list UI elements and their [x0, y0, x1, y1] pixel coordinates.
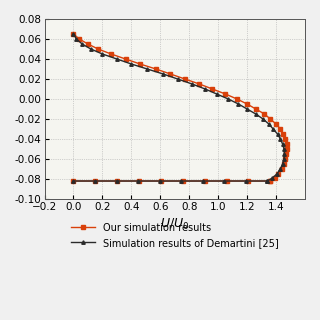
- Our simulation results: [124, 57, 127, 61]
- Simulation results of Demartini [25]: [278, 137, 282, 141]
- Our simulation results: [263, 112, 267, 116]
- Our simulation results: [183, 77, 187, 81]
- Simulation results of Demartini [25]: [281, 162, 284, 166]
- Simulation results of Demartini [25]: [93, 179, 97, 183]
- Our simulation results: [93, 179, 97, 183]
- Simulation results of Demartini [25]: [271, 127, 275, 131]
- Simulation results of Demartini [25]: [236, 102, 240, 106]
- Simulation results of Demartini [25]: [100, 52, 104, 56]
- Simulation results of Demartini [25]: [203, 87, 207, 91]
- Simulation results of Demartini [25]: [266, 179, 269, 183]
- Our simulation results: [273, 176, 276, 180]
- Simulation results of Demartini [25]: [226, 97, 230, 101]
- Simulation results of Demartini [25]: [75, 37, 78, 41]
- Line: Simulation results of Demartini [25]: Simulation results of Demartini [25]: [72, 32, 286, 183]
- Simulation results of Demartini [25]: [283, 152, 286, 156]
- Our simulation results: [276, 172, 280, 176]
- Our simulation results: [284, 152, 288, 156]
- Our simulation results: [280, 167, 284, 171]
- Our simulation results: [282, 162, 286, 166]
- Simulation results of Demartini [25]: [115, 179, 118, 183]
- Simulation results of Demartini [25]: [136, 179, 140, 183]
- Simulation results of Demartini [25]: [267, 122, 271, 126]
- Our simulation results: [268, 117, 272, 121]
- Simulation results of Demartini [25]: [222, 179, 226, 183]
- Our simulation results: [245, 102, 249, 106]
- Simulation results of Demartini [25]: [282, 157, 286, 161]
- Our simulation results: [137, 179, 141, 183]
- Our simulation results: [268, 179, 272, 183]
- Our simulation results: [254, 107, 258, 111]
- Our simulation results: [235, 97, 239, 101]
- Simulation results of Demartini [25]: [244, 179, 248, 183]
- Simulation results of Demartini [25]: [89, 47, 93, 51]
- Simulation results of Demartini [25]: [129, 62, 133, 66]
- Our simulation results: [284, 157, 287, 161]
- Our simulation results: [268, 179, 272, 183]
- Simulation results of Demartini [25]: [190, 82, 194, 86]
- Line: Our simulation results: Our simulation results: [72, 32, 289, 183]
- Our simulation results: [281, 132, 285, 136]
- Our simulation results: [197, 82, 201, 86]
- Simulation results of Demartini [25]: [161, 72, 165, 76]
- Simulation results of Demartini [25]: [201, 179, 205, 183]
- Simulation results of Demartini [25]: [158, 179, 162, 183]
- Simulation results of Demartini [25]: [245, 107, 249, 111]
- Our simulation results: [223, 92, 227, 96]
- Our simulation results: [96, 47, 100, 51]
- Simulation results of Demartini [25]: [72, 32, 76, 36]
- Our simulation results: [77, 37, 81, 41]
- Simulation results of Demartini [25]: [80, 42, 84, 46]
- X-axis label: $U/U_0$: $U/U_0$: [160, 217, 189, 232]
- Our simulation results: [285, 142, 289, 146]
- Simulation results of Demartini [25]: [276, 132, 279, 136]
- Simulation results of Demartini [25]: [254, 112, 258, 116]
- Legend: Our simulation results, Simulation results of Demartini [25]: Our simulation results, Simulation resul…: [67, 219, 283, 252]
- Simulation results of Demartini [25]: [145, 67, 149, 71]
- Our simulation results: [86, 42, 90, 46]
- Simulation results of Demartini [25]: [179, 179, 183, 183]
- Our simulation results: [109, 52, 113, 56]
- Simulation results of Demartini [25]: [275, 172, 279, 176]
- Simulation results of Demartini [25]: [282, 147, 286, 151]
- Simulation results of Demartini [25]: [176, 77, 180, 81]
- Simulation results of Demartini [25]: [278, 167, 282, 171]
- Simulation results of Demartini [25]: [115, 57, 119, 61]
- Our simulation results: [72, 32, 76, 36]
- Our simulation results: [284, 137, 287, 141]
- Our simulation results: [159, 179, 163, 183]
- Our simulation results: [154, 67, 158, 71]
- Our simulation results: [203, 179, 207, 183]
- Simulation results of Demartini [25]: [72, 179, 76, 183]
- Our simulation results: [285, 147, 289, 151]
- Simulation results of Demartini [25]: [270, 176, 274, 180]
- Our simulation results: [169, 72, 172, 76]
- Our simulation results: [246, 179, 250, 183]
- Our simulation results: [225, 179, 228, 183]
- Simulation results of Demartini [25]: [215, 92, 219, 96]
- Our simulation results: [115, 179, 119, 183]
- Simulation results of Demartini [25]: [266, 179, 269, 183]
- Our simulation results: [138, 62, 142, 66]
- Our simulation results: [278, 127, 282, 131]
- Simulation results of Demartini [25]: [261, 117, 265, 121]
- Our simulation results: [211, 87, 214, 91]
- Our simulation results: [72, 179, 76, 183]
- Simulation results of Demartini [25]: [281, 142, 284, 146]
- Our simulation results: [274, 122, 278, 126]
- Our simulation results: [181, 179, 185, 183]
